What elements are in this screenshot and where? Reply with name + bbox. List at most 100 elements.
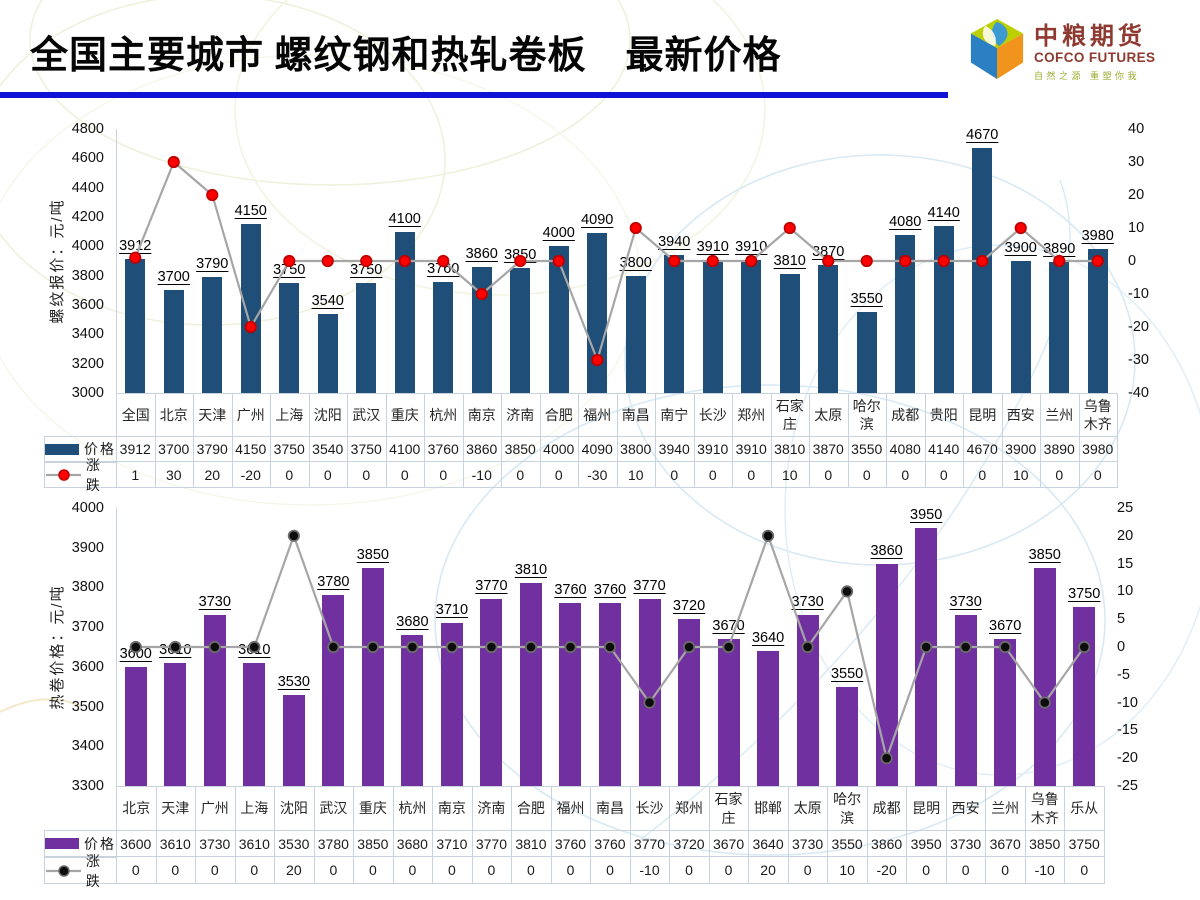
category-label: 上海 [234,786,276,830]
category-label: 上海 [270,393,310,436]
right-axis-tick-label: 40 [1128,121,1145,137]
table-cell: 10 [616,462,656,488]
price-bar [638,599,661,786]
category-label: 福州 [578,393,618,436]
price-bar [559,603,582,786]
left-axis-tick-label: 3400 [71,326,104,343]
right-axis-tick-label: 10 [1117,583,1134,600]
category-label: 成都 [866,786,908,830]
table-cell: -20 [231,462,271,488]
right-axis-tick-label: 25 [1117,500,1134,516]
series-name: 价格 [84,835,116,852]
bar-value-label: 3850 [1028,546,1061,563]
table-cell: 3980 [1078,436,1118,462]
left-axis-tick-label: 3900 [71,539,104,556]
left-axis-tick-label: 4000 [71,500,104,516]
category-label: 重庆 [353,786,394,830]
price-bar [322,595,345,786]
bar-value-label: 3860 [870,542,903,559]
table-cell: 0 [669,857,710,884]
right-axis-tick-label: -15 [1117,722,1138,739]
table-cell: 0 [385,462,425,488]
line-marker [287,529,300,542]
category-label: 武汉 [347,393,387,436]
change-series-swatch [46,864,81,877]
category-label: 昆明 [963,393,1003,436]
table-cell: 0 [809,462,849,488]
price-bar [954,615,977,786]
category-label: 天津 [155,786,197,830]
bar-value-label: 4670 [966,127,999,144]
left-axis-tick-label: 3800 [71,267,104,284]
right-axis-tick-label: 0 [1117,639,1126,655]
price-series-swatch [45,443,79,455]
category-label: 哈尔滨 [847,393,887,436]
category-label: 天津 [193,393,233,436]
table-cell: 3810 [770,436,810,462]
right-axis-tick-label: -10 [1128,286,1149,302]
logo-name-en: COFCO FUTURES [1034,49,1156,65]
table-cell: 0 [1040,462,1080,488]
table-cell: 0 [392,857,434,884]
price-bar [1073,607,1096,786]
category-label: 乌鲁木齐 [1078,393,1118,436]
category-label: 北京 [116,786,157,830]
table-cell: 4670 [963,436,1003,462]
series-name: 涨跌 [85,852,102,889]
left-axis-tick-label: 4800 [71,121,104,137]
bar-value-label: 3810 [514,562,548,579]
category-label: 贵阳 [924,393,964,436]
left-axis-tick-label: 3500 [71,698,104,715]
bar-value-label: 3670 [989,618,1022,635]
table-cell: 20 [274,857,315,884]
category-label: 乌鲁木齐 [1024,786,1066,830]
logo-name-cn: 中粮期货 [1034,23,1146,51]
category-label: 福州 [550,786,592,830]
table-cell: 0 [353,857,394,884]
category-label: 兰州 [985,786,1026,830]
table-cell: 0 [539,462,579,488]
table-cell: 3710 [432,830,473,857]
table-cell: 3860 [462,436,502,462]
table-cell: 3680 [392,830,434,857]
legend-cell: 涨跌 [44,457,117,493]
bar-value-label: 3750 [1068,586,1101,603]
category-label: 乐从 [1064,786,1105,830]
table-cell: 3770 [629,830,671,857]
right-axis-tick-label: -10 [1117,694,1138,711]
table-cell: 10 [770,462,810,488]
left-axis-tick-label: 3000 [71,385,104,401]
right-axis-tick-label: 15 [1117,555,1134,572]
table-cell: 4150 [231,436,271,462]
category-label: 南昌 [616,393,656,436]
table-cell: 3530 [274,830,315,857]
category-label: 广州 [195,786,236,830]
left-axis-tick-label: 3400 [71,738,104,755]
price-bar [282,694,305,786]
left-axis-tick-label: 3300 [71,778,104,794]
right-axis-tick-label: -20 [1117,750,1138,767]
table-cell: 3670 [708,830,750,857]
category-label: 全国 [116,393,156,436]
table-cell: 0 [906,857,947,884]
price-bar [361,567,384,786]
category-label: 西安 [945,786,987,830]
price-bar [994,639,1017,786]
table-cell: 3780 [313,830,355,857]
bar-value-label: 3710 [435,602,469,619]
table-cell: 0 [847,462,887,488]
table-cell: 4080 [886,436,926,462]
table-cell: 10 [1001,462,1041,488]
table-cell: 0 [195,857,236,884]
right-axis-tick-label: -5 [1117,666,1130,683]
price-bar [836,686,859,786]
category-label: 杭州 [392,786,434,830]
legend-cell: 价格 [44,830,117,857]
table-cell: 3610 [155,830,197,857]
category-label: 石家庄 [770,393,810,436]
table-cell: 3850 [501,436,541,462]
right-axis-tick-label: 5 [1117,611,1126,628]
table-cell: 3670 [985,830,1026,857]
table-cell: 4000 [539,436,579,462]
table-cell: 3760 [424,436,464,462]
